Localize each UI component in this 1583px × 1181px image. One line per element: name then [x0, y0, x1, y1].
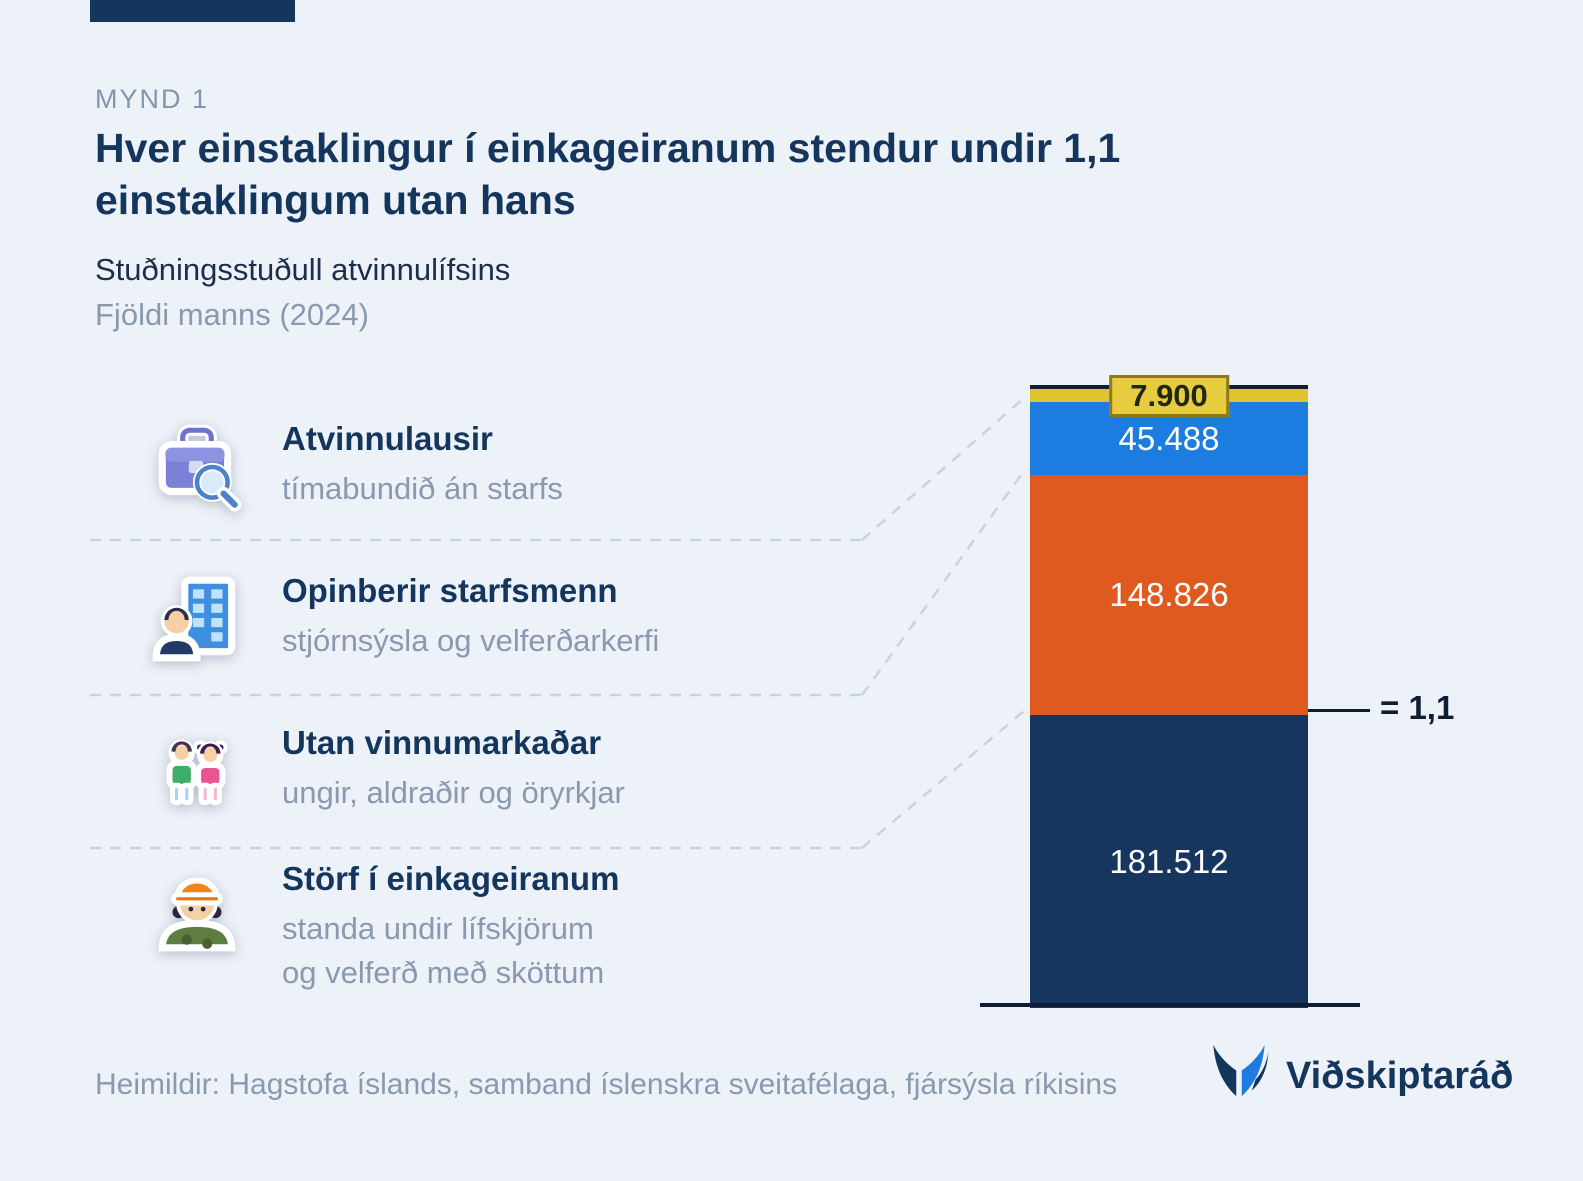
- legend-item-opinberir: Opinberir starfsmenn stjórnsýsla og velf…: [148, 570, 659, 668]
- figure-kicker: MYND 1: [95, 84, 210, 114]
- bar-segment-value: 181.512: [1109, 842, 1229, 880]
- bar-segment-value: 148.826: [1109, 576, 1229, 613]
- legend-title: Atvinnulausir: [282, 420, 493, 457]
- ratio-label: = 1,1: [1380, 689, 1455, 726]
- bar-segment-utan-vinnumarkadar: 148.826: [1030, 475, 1308, 715]
- legend-text: Opinberir starfsmenn stjórnsýsla og velf…: [282, 570, 659, 663]
- construction-worker-icon: [148, 858, 246, 956]
- legend-text: Utan vinnumarkaðar ungir, aldraðir og ör…: [282, 722, 625, 815]
- page-title: Hver einstaklingur í einkageiranum stend…: [95, 125, 1121, 224]
- x-axis-line: [980, 1003, 1360, 1007]
- brand-logo-icon: [1213, 1044, 1269, 1097]
- legend-item-atvinnulausir: Atvinnulausir tímabundið án starfs: [148, 418, 563, 516]
- chart-unit: Fjöldi manns (2024): [95, 297, 369, 332]
- brand-logo: Viðskiptaráð: [1206, 1040, 1513, 1112]
- legend-text: Störf í einkageiranum standa undir lífsk…: [282, 858, 619, 995]
- legend-title: Opinberir starfsmenn: [282, 572, 618, 609]
- legend-desc: stjórnsýsla og velferðarkerfi: [282, 623, 660, 658]
- legend-item-storf-einkageiranum: Störf í einkageiranum standa undir lífsk…: [148, 858, 619, 995]
- legend-desc: ungir, aldraðir og öryrkjar: [282, 775, 625, 810]
- public-employee-icon: [148, 570, 246, 668]
- top-accent-bar: [90, 0, 295, 22]
- briefcase-search-icon: [148, 418, 246, 516]
- legend-desc: tímabundið án starfs: [282, 471, 563, 506]
- stacked-bar: 7.900 45.488 148.826 181.512: [1030, 375, 1308, 1008]
- legend-title: Störf í einkageiranum: [282, 860, 620, 897]
- source-text: Heimildir: Hagstofa íslands, samband ísl…: [95, 1068, 1118, 1101]
- ratio-marker-line: [1308, 709, 1370, 712]
- brand-name: Viðskiptaráð: [1286, 1054, 1514, 1097]
- bar-segment-einkageirinn: 181.512: [1030, 715, 1308, 1008]
- chart-subtitle: Stuðningsstuðull atvinnulífsins: [95, 252, 511, 287]
- people-icon: [148, 722, 246, 820]
- bar-segment-value: 45.488: [1118, 419, 1220, 457]
- legend-title: Utan vinnumarkaðar: [282, 724, 602, 761]
- legend-item-utan-vinnumarkadar: Utan vinnumarkaðar ungir, aldraðir og ör…: [148, 722, 625, 820]
- legend-text: Atvinnulausir tímabundið án starfs: [282, 418, 563, 511]
- legend-desc: standa undir lífskjörum og velferð með s…: [282, 911, 605, 991]
- bar-segment-label-atvinnulausir: 7.900: [1109, 375, 1229, 417]
